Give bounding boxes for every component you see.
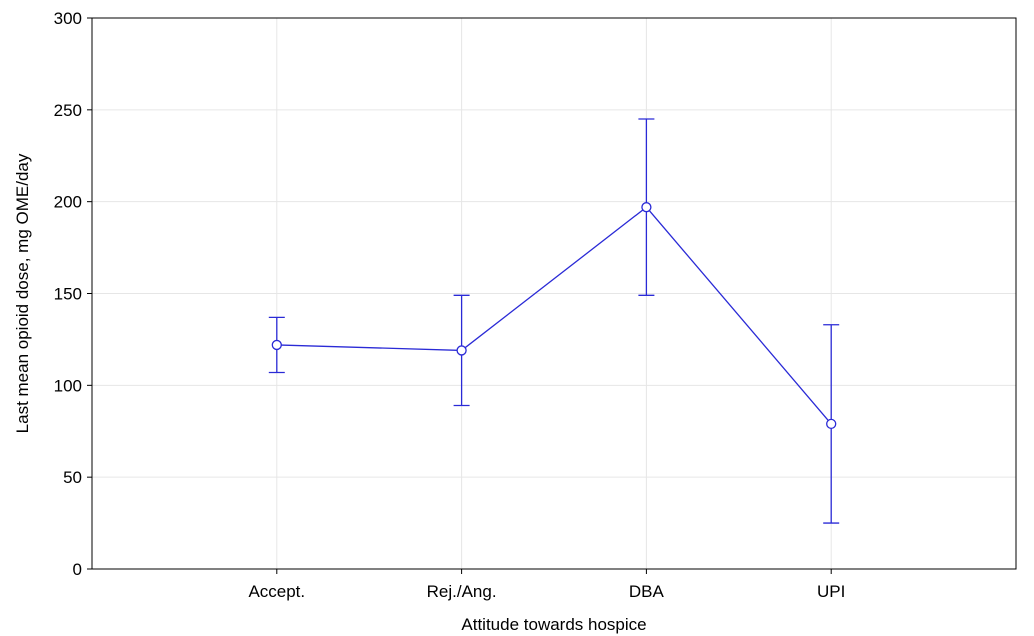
x-tick-label: Accept. <box>248 582 305 601</box>
x-axis-ticks: Accept. Rej./Ang. DBA UPI <box>248 569 845 601</box>
y-tick-label: 200 <box>54 193 82 212</box>
data-point <box>271 339 282 351</box>
grid-lines <box>92 18 1016 569</box>
data-point <box>456 345 467 356</box>
series-line <box>276 206 832 425</box>
y-tick-label: 0 <box>73 560 82 579</box>
y-tick-label: 250 <box>54 101 82 120</box>
x-tick-label: Rej./Ang. <box>427 582 497 601</box>
x-tick-label: DBA <box>629 582 665 601</box>
data-point <box>826 418 837 430</box>
x-tick-label: UPI <box>817 582 845 601</box>
y-tick-label: 300 <box>54 9 82 28</box>
series-layer <box>268 118 840 524</box>
x-axis-title: Attitude towards hospice <box>461 615 646 634</box>
y-axis-title: Last mean opioid dose, mg OME/day <box>13 153 32 433</box>
y-tick-label: 150 <box>54 285 82 304</box>
data-point <box>641 202 652 213</box>
y-tick-label: 50 <box>63 468 82 487</box>
y-tick-label: 100 <box>54 376 82 395</box>
y-axis-ticks: 0 50 100 150 200 250 300 <box>54 9 92 579</box>
